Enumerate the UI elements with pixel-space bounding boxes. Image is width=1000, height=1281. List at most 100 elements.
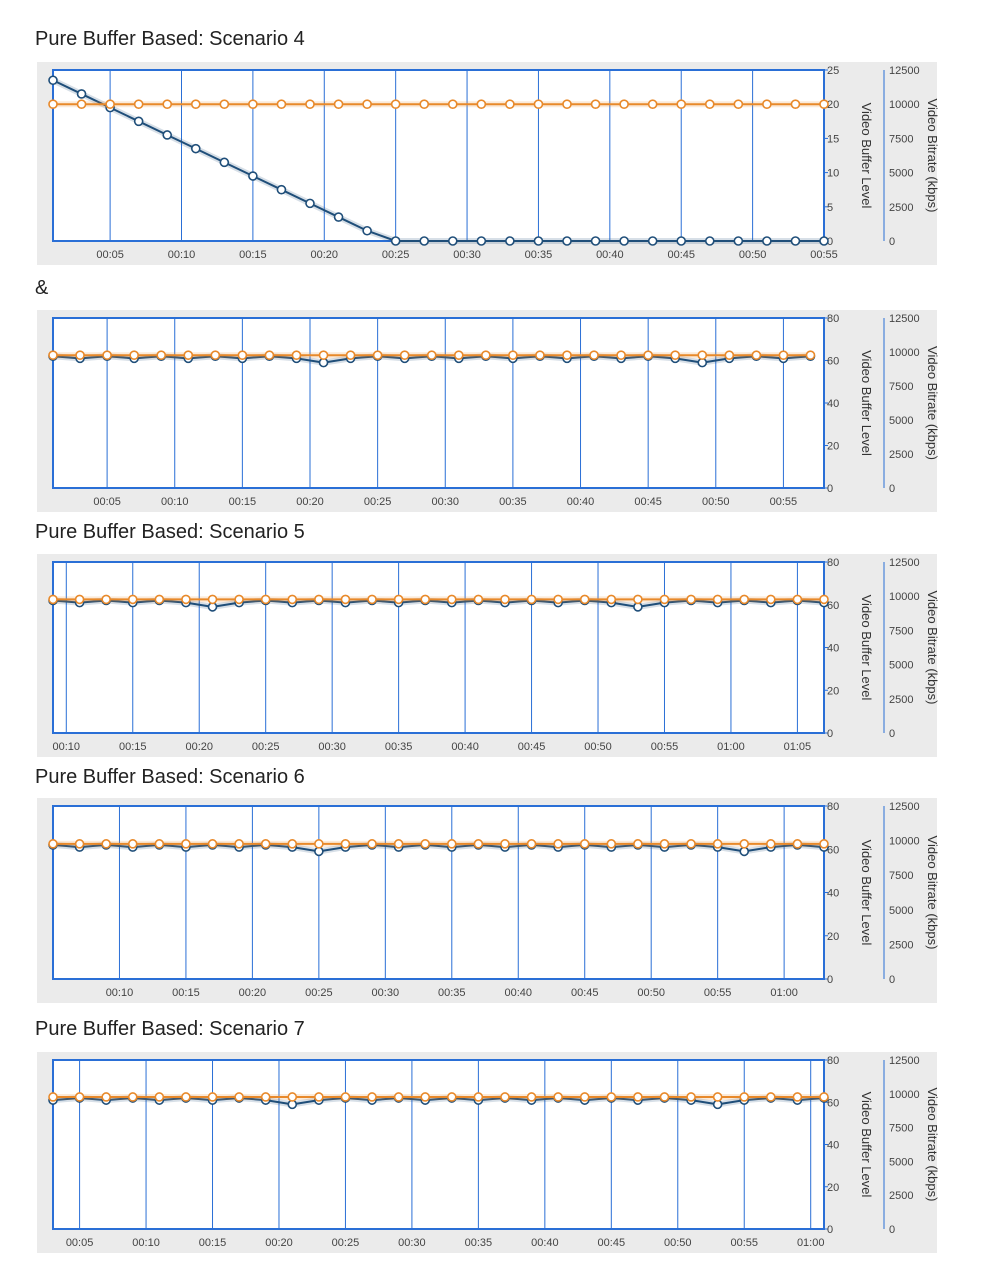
- y-right-tick-label: 12500: [889, 313, 920, 325]
- y-left-axis-label: Video Buffer Level: [859, 840, 874, 946]
- y-left-tick-label: 5: [827, 202, 833, 214]
- chart-panel-scenario-4: 00:05 00:10 00:15 00:20 00:25 00:30 00:35 00:40…: [37, 62, 940, 265]
- bitrate-series-point: [579, 594, 590, 605]
- y-left-tick-label: 40: [827, 398, 839, 410]
- bitrate-series-point: [333, 99, 344, 110]
- y-left-tick-label: 0: [827, 483, 833, 495]
- bitrate-series-point: [48, 99, 58, 110]
- y-right-tick-label: 12500: [889, 801, 920, 813]
- bitrate-series-point: [686, 839, 696, 849]
- bitrate-series-point: [562, 350, 572, 360]
- bitrate-series-point: [647, 99, 658, 110]
- buffer-level-series-point: [819, 236, 829, 246]
- bitrate-series-point: [500, 1092, 510, 1102]
- y-right-tick-label: 5000: [889, 168, 913, 180]
- bitrate-series-point: [340, 1092, 351, 1102]
- bitrate-series-point: [101, 839, 111, 849]
- x-tick-label: 00:10: [168, 249, 196, 261]
- buffer-level-series-point: [276, 184, 287, 195]
- x-tick-label: 00:50: [702, 496, 730, 508]
- x-tick-label: 00:20: [311, 249, 339, 261]
- bitrate-series-point: [447, 99, 458, 110]
- y-right-tick-label: 10000: [889, 347, 920, 359]
- buffer-bitrate-chart: 00:05 00:10 00:15 00:20 00:25 00:30 00:35 00:40…: [48, 313, 940, 508]
- x-tick-label: 00:55: [810, 249, 838, 261]
- x-tick-label: 00:15: [199, 1237, 227, 1249]
- bitrate-series-point: [314, 1092, 324, 1102]
- chart-panel-scenario-5: 00:10 00:15 00:20 00:25 00:30 00:35 00:40 00:45…: [37, 554, 940, 757]
- chart-title-scenario-5: Pure Buffer Based: Scenario 5: [35, 521, 305, 543]
- bitrate-series-point: [606, 594, 617, 605]
- bitrate-series-point: [659, 839, 670, 849]
- bitrate-series-point: [181, 839, 191, 849]
- bitrate-series-point: [372, 350, 383, 360]
- bitrate-series-point: [792, 594, 803, 605]
- bitrate-series-point: [792, 1092, 803, 1102]
- y-left-axis-label: Video Buffer Level: [859, 595, 874, 701]
- y-right-tick-label: 10000: [889, 1089, 920, 1101]
- y-left-tick-label: 0: [827, 1224, 833, 1236]
- x-tick-label: 00:55: [730, 1237, 758, 1249]
- x-tick-label: 00:45: [571, 987, 599, 999]
- bitrate-series-point: [419, 99, 430, 110]
- bitrate-series-point: [420, 594, 431, 605]
- y-left-axis-label: Video Buffer Level: [859, 350, 874, 456]
- bitrate-series-point: [553, 1092, 563, 1102]
- bitrate-series-point: [420, 839, 431, 849]
- bitrate-series-point: [589, 350, 599, 360]
- bitrate-series-point: [399, 350, 410, 360]
- bitrate-series-point: [686, 594, 696, 605]
- x-tick-label: 00:55: [651, 741, 679, 753]
- bitrate-series-point: [792, 839, 803, 849]
- y-left-tick-label: 20: [827, 931, 839, 943]
- bitrate-series-point: [676, 99, 687, 110]
- y-left-tick-label: 80: [827, 1055, 839, 1067]
- y-right-tick-label: 10000: [889, 836, 920, 848]
- x-tick-label: 00:10: [106, 987, 134, 999]
- y-left-tick-label: 20: [827, 685, 839, 697]
- plot-area: [53, 562, 824, 733]
- y-left-tick-label: 80: [827, 313, 839, 325]
- bitrate-series-point: [643, 350, 653, 360]
- bitrate-series-point: [420, 1092, 431, 1102]
- bitrate-series-point: [766, 594, 776, 605]
- bitrate-series-point: [181, 1092, 191, 1102]
- bitrate-series-point: [526, 839, 537, 849]
- bitrate-series-point: [393, 594, 404, 605]
- x-tick-label: 00:55: [704, 987, 732, 999]
- y-right-tick-label: 5000: [889, 660, 913, 672]
- bitrate-series-point: [305, 99, 315, 110]
- x-tick-label: 00:15: [239, 249, 267, 261]
- x-tick-label: 00:35: [499, 496, 527, 508]
- bitrate-series-point: [686, 1092, 696, 1102]
- y-right-tick-label: 2500: [889, 202, 913, 214]
- bitrate-series-point: [219, 99, 230, 110]
- bitrate-series-point: [819, 1092, 829, 1102]
- bitrate-series-point: [287, 1092, 298, 1102]
- y-right-tick-label: 0: [889, 483, 895, 495]
- bitrate-series-point: [190, 99, 201, 110]
- bitrate-series-point: [390, 99, 401, 110]
- y-left-tick-label: 40: [827, 888, 839, 900]
- y-right-tick-label: 7500: [889, 870, 913, 882]
- bitrate-series-point: [260, 594, 271, 605]
- x-tick-label: 00:50: [664, 1237, 692, 1249]
- bitrate-series-point: [127, 594, 138, 605]
- x-tick-label: 00:35: [525, 249, 553, 261]
- bitrate-series-point: [74, 839, 85, 849]
- x-tick-label: 00:30: [398, 1237, 426, 1249]
- plot-area: [53, 806, 824, 979]
- buffer-level-series-point: [248, 171, 258, 181]
- bitrate-series-point: [670, 350, 681, 360]
- bitrate-series-point: [129, 350, 139, 360]
- y-right-tick-label: 5000: [889, 1156, 913, 1168]
- bitrate-series-point: [154, 1092, 165, 1102]
- y-right-tick-label: 0: [889, 236, 895, 248]
- x-tick-label: 00:45: [634, 496, 662, 508]
- buffer-level-series-point: [790, 236, 801, 246]
- bitrate-series-point: [76, 99, 87, 110]
- x-tick-label: 00:10: [132, 1237, 160, 1249]
- buffer-level-series-point: [619, 236, 629, 246]
- y-right-tick-label: 12500: [889, 557, 920, 569]
- bitrate-series-point: [260, 839, 271, 849]
